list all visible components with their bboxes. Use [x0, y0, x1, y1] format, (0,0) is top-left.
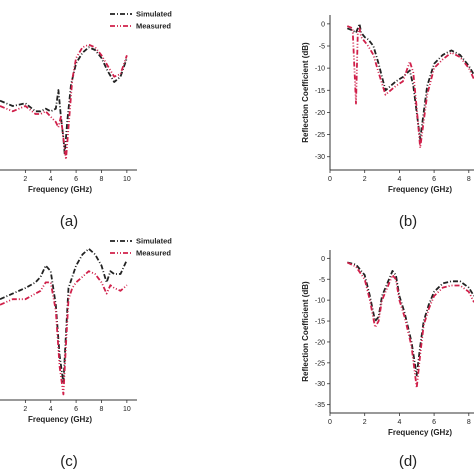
legend-label-measured: Measured: [136, 249, 171, 258]
x-tick-label: 8: [100, 406, 104, 413]
x-tick-label: 4: [49, 176, 53, 183]
series-line-measured: [0, 270, 128, 396]
x-tick-label: 8: [100, 176, 104, 183]
y-tick-label: 0: [321, 256, 325, 263]
y-tick-label: -35: [315, 402, 325, 409]
y-tick-label: -25: [315, 360, 325, 367]
series-line-measured: [346, 261, 474, 389]
y-tick-label: -20: [315, 110, 325, 117]
legend-label-measured: Measured: [136, 22, 171, 31]
y-tick-label: -5: [319, 44, 325, 51]
panel-label-a: (a): [60, 213, 78, 230]
x-tick-label: 6: [432, 419, 436, 426]
x-tick-label: 2: [23, 406, 27, 413]
x-axis-title: Frequency (GHz): [28, 415, 92, 424]
x-axis-title: Frequency (GHz): [388, 428, 452, 437]
x-tick-label: 4: [397, 419, 401, 426]
series-line-measured: [0, 43, 128, 161]
y-tick-label: -5: [319, 277, 325, 284]
y-axis-title: Reflection Coefficient (dB): [301, 42, 310, 143]
y-tick-label: -15: [315, 88, 325, 95]
panel-label-d: (d): [399, 453, 417, 470]
series-line-simulated: [347, 261, 474, 377]
x-axis-title: Frequency (GHz): [388, 185, 452, 194]
chart-panel-c: 2 4 6 8 10 Frequency (GHz) Simulated Measured: [0, 237, 172, 424]
series-line-simulated: [0, 247, 128, 385]
x-tick-label: 4: [49, 406, 53, 413]
x-tick-label: 8: [467, 419, 471, 426]
x-tick-label: 6: [432, 176, 436, 183]
x-axis-title: Frequency (GHz): [28, 185, 92, 194]
series-line-measured: [346, 25, 474, 149]
y-tick-label: -25: [315, 132, 325, 139]
y-axis-title: Reflection Coefficient (dB): [301, 281, 310, 382]
panel-label-c: (c): [60, 453, 78, 470]
x-tick-label: 6: [74, 406, 78, 413]
y-tick-label: -10: [315, 298, 325, 305]
y-tick-label: -20: [315, 339, 325, 346]
x-tick-label: 2: [363, 419, 367, 426]
y-tick-label: -30: [315, 381, 325, 388]
y-tick-label: -30: [315, 154, 325, 161]
x-tick-label: 2: [23, 176, 27, 183]
legend: Simulated Measured: [110, 10, 172, 31]
legend-label-simulated: Simulated: [136, 237, 172, 246]
x-tick-label: 0: [328, 419, 332, 426]
x-tick-label: 0: [328, 176, 332, 183]
x-tick-label: 10: [123, 406, 131, 413]
x-tick-label: 8: [467, 176, 471, 183]
y-tick-label: -10: [315, 66, 325, 73]
legend: Simulated Measured: [110, 237, 172, 258]
x-tick-label: 6: [74, 176, 78, 183]
series-line-simulated: [0, 46, 128, 155]
x-tick-label: 2: [363, 176, 367, 183]
chart-panel-b: 0 2 4 6 8 0 -5 -10 -15 -20 -25 -30 Reflection Coeffi…: [301, 15, 474, 194]
y-tick-label: 0: [321, 21, 325, 28]
x-tick-label: 4: [397, 176, 401, 183]
panel-label-b: (b): [399, 213, 417, 230]
chart-panel-d: 0 2 4 6 8 0 -5 -10 -15 -20 -25 -30 -35 Reflection Coe…: [301, 250, 474, 437]
legend-label-simulated: Simulated: [136, 10, 172, 19]
y-tick-label: -15: [315, 319, 325, 326]
chart-panel-a: 2 4 6 8 10 Frequency (GHz) Simulated Measured: [0, 10, 172, 194]
series-line-simulated: [346, 22, 474, 140]
x-tick-label: 10: [123, 176, 131, 183]
